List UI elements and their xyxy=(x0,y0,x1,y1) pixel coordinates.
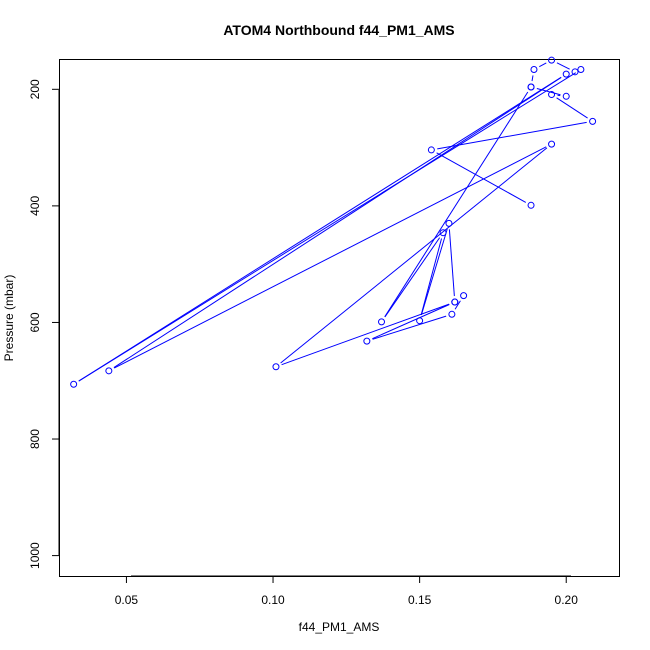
series-line-segment xyxy=(384,237,441,318)
series-line-segment xyxy=(556,62,570,70)
data-point xyxy=(589,117,597,125)
series-line-segment xyxy=(437,121,587,150)
series-line-segment xyxy=(113,77,562,368)
data-point xyxy=(577,65,585,73)
series-line-segment xyxy=(536,88,561,96)
series-line-segment xyxy=(372,315,447,340)
y-tick-label: 600 xyxy=(28,312,42,332)
series-line-segment xyxy=(436,152,527,203)
data-point xyxy=(416,317,424,325)
data-point xyxy=(562,70,570,78)
series-line-segment xyxy=(281,303,450,366)
data-point xyxy=(105,367,113,375)
data-point xyxy=(527,83,535,91)
data-point xyxy=(70,380,78,388)
series-line-segment xyxy=(556,97,588,119)
series-line-segment xyxy=(531,75,534,82)
x-tick-label: 0.05 xyxy=(115,593,139,607)
data-point xyxy=(548,56,556,64)
chart-title: ATOM4 Northbound f44_PM1_AMS xyxy=(223,22,454,38)
x-tick-label: 0.20 xyxy=(555,593,579,607)
y-tick-label: 200 xyxy=(28,79,42,99)
data-point xyxy=(272,363,280,371)
series-line-segment xyxy=(280,147,548,364)
series-line-segment xyxy=(78,76,562,382)
data-point xyxy=(448,310,456,318)
data-point xyxy=(548,140,556,148)
y-tick-label: 1000 xyxy=(28,542,42,569)
data-point xyxy=(445,219,453,227)
series-line-segment xyxy=(448,229,455,297)
data-point xyxy=(378,318,386,326)
data-point xyxy=(460,292,468,300)
y-tick-label: 800 xyxy=(28,429,42,449)
series-line-segment xyxy=(384,91,529,318)
x-axis: 0.05 0.10 0.15 0.20 xyxy=(115,575,579,607)
series-line-segment xyxy=(454,300,461,310)
series-line-segment xyxy=(113,146,547,369)
data-point xyxy=(527,201,535,209)
y-axis-label: Pressure (mbar) xyxy=(2,275,16,362)
data-point xyxy=(451,298,459,306)
data-point xyxy=(427,146,435,154)
series-line-segment xyxy=(539,62,547,68)
series-layer xyxy=(70,56,597,388)
series-line-segment xyxy=(78,72,577,382)
y-tick-label: 400 xyxy=(28,196,42,216)
data-point xyxy=(548,91,556,99)
x-axis-label: f44_PM1_AMS xyxy=(299,620,380,634)
x-tick-label: 0.10 xyxy=(261,593,285,607)
series-line-segment xyxy=(420,238,443,316)
data-point xyxy=(439,229,447,237)
data-point xyxy=(562,92,570,100)
data-point xyxy=(530,65,538,73)
data-point xyxy=(571,68,579,76)
x-tick-label: 0.15 xyxy=(408,593,432,607)
series-line-segment xyxy=(420,228,448,316)
data-point xyxy=(363,337,371,345)
plot-area-frame xyxy=(59,59,620,577)
series-line-segment xyxy=(372,304,450,340)
y-axis: 200 400 600 800 1000 xyxy=(28,79,60,569)
